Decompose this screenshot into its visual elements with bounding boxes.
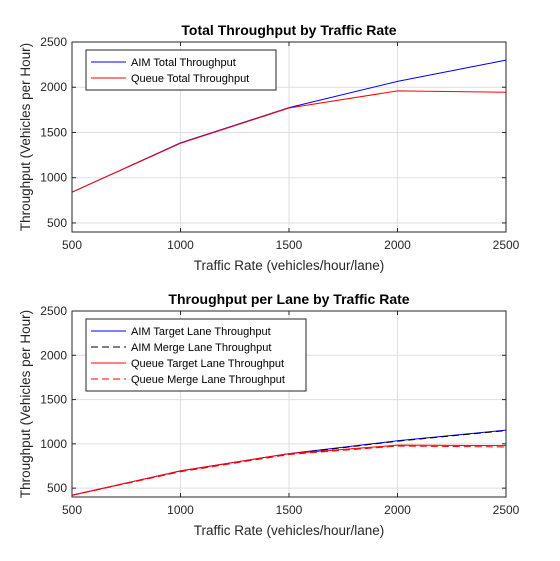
y-tick-label: 1500 [40, 393, 67, 407]
x-tick-label: 500 [62, 503, 82, 517]
chart-title: Total Throughput by Traffic Rate [181, 22, 396, 38]
legend-label-4: Queue Merge Lane Throughput [131, 374, 285, 386]
x-tick-label: 2000 [384, 238, 411, 252]
series-line-4 [71, 445, 507, 496]
legend-box [85, 49, 277, 91]
x-tick-label: 500 [62, 238, 82, 252]
series-line-3 [71, 444, 507, 496]
legend: AIM Target Lane Throughput AIM Merge Lane… [85, 318, 307, 392]
y-tick-label: 500 [47, 216, 67, 230]
x-tick-label: 1000 [167, 503, 194, 517]
legend-label-3: Queue Target Lane Throughput [131, 358, 284, 370]
legend: AIM Total Throughput Queue Total Throughp… [85, 49, 277, 91]
legend-label-1: AIM Total Throughput [131, 57, 236, 69]
y-tick-label: 2000 [40, 80, 67, 94]
legend-label-1: AIM Target Lane Throughput [131, 326, 271, 338]
x-tick-label: 1500 [276, 238, 303, 252]
y-tick-label: 2500 [40, 304, 67, 318]
x-tick-label: 1000 [167, 238, 194, 252]
y-tick-label: 1000 [40, 437, 67, 451]
series-line-2 [71, 90, 507, 193]
x-tick-label: 1500 [276, 503, 303, 517]
y-tick-label: 1000 [40, 171, 67, 185]
chart-panel-2: 500 1000 1500 2000 2500 500 1000 1500 2000 2500 Th… [18, 291, 520, 538]
x-tick-label: 2500 [493, 238, 520, 252]
y-tick-label: 2000 [40, 348, 67, 362]
chart-panel-1: 500 1000 1500 2000 2500 500 1000 1500 2000 2500 To… [18, 22, 520, 273]
x-axis-label: Traffic Rate (vehicles/hour/lane) [194, 523, 385, 538]
x-tick-label: 2500 [493, 503, 520, 517]
y-tick-label: 500 [47, 481, 67, 495]
legend-label-2: Queue Total Throughput [131, 73, 249, 85]
x-axis-label: Traffic Rate (vehicles/hour/lane) [194, 258, 385, 273]
y-tick-label: 1500 [40, 125, 67, 139]
y-tick-label: 2500 [40, 35, 67, 49]
y-axis-label: Throughput (Vehicles per Hour) [18, 310, 33, 498]
x-tick-label: 2000 [384, 503, 411, 517]
chart-title: Throughput per Lane by Traffic Rate [168, 291, 409, 307]
y-axis-label: Throughput (Vehicles per Hour) [18, 43, 33, 231]
legend-label-2: AIM Merge Lane Throughput [131, 342, 271, 354]
